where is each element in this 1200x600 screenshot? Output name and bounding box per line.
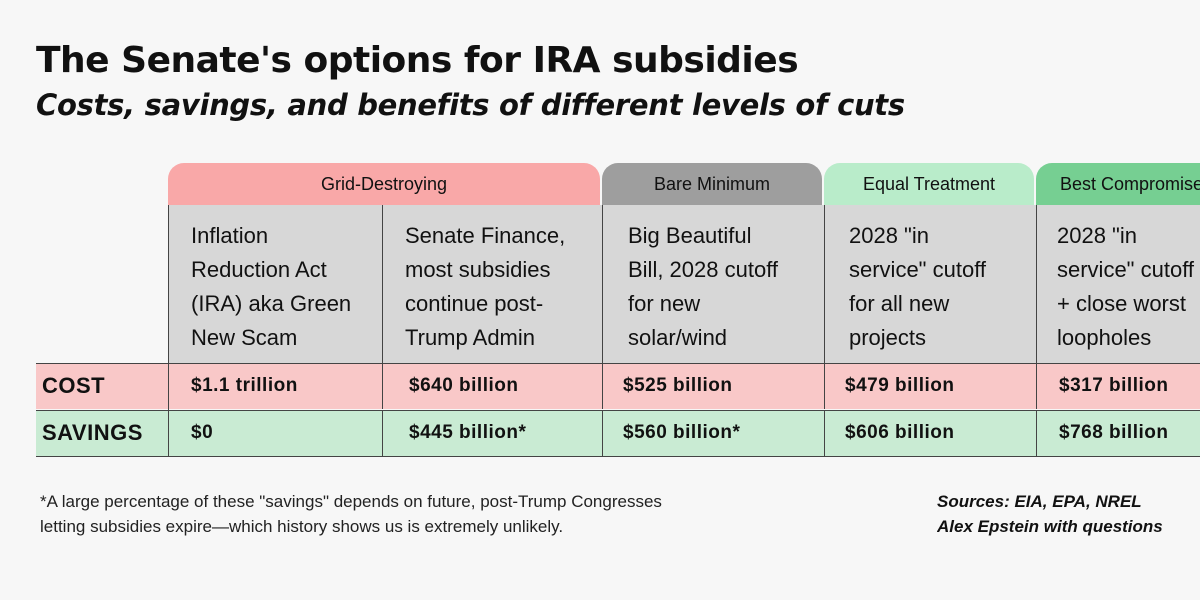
- cost-cell-ira: $1.1 trillion: [168, 363, 382, 409]
- group-equal-treatment: Equal Treatment: [824, 163, 1034, 205]
- savings-value: $560 billion*: [623, 422, 741, 443]
- header-line: Trump Admin: [405, 325, 536, 350]
- table-rule-middle: [36, 410, 1200, 411]
- savings-cell-senate-finance: $445 billion*: [382, 410, 602, 456]
- cost-cell-big-beautiful-bill: $525 billion: [602, 363, 824, 409]
- column-header-close-loopholes: 2028 "in service" cutoff + close worst l…: [1036, 205, 1200, 363]
- header-line: for all new: [849, 291, 950, 316]
- cost-cell-2028-in-service: $479 billion: [824, 363, 1036, 409]
- header-line: 2028 "in: [1057, 223, 1137, 248]
- savings-row-label: SAVINGS: [36, 410, 168, 456]
- header-line: Big Beautiful: [628, 223, 752, 248]
- group-label: Grid-Destroying: [320, 173, 448, 194]
- cost-cell-senate-finance: $640 billion: [382, 363, 602, 409]
- page-title: The Senate's options for IRA subsidies: [36, 40, 799, 81]
- table-rule-top: [36, 363, 1200, 364]
- group-grid-destroying: Grid-Destroying: [168, 163, 600, 205]
- header-line: Bill, 2028 cutoff: [628, 257, 779, 282]
- savings-cell-close-loopholes: $768 billion: [1036, 410, 1200, 456]
- sources: Sources: EIA, EPA, NREL Alex Epstein wit…: [937, 489, 1200, 539]
- sources-line: Alex Epstein with questions: [937, 517, 1163, 536]
- group-best-compromise: Best Compromise: [1036, 163, 1200, 205]
- footnote: *A large percentage of these "savings" d…: [40, 489, 662, 539]
- group-label: Equal Treatment: [862, 173, 996, 194]
- column-header-senate-finance: Senate Finance, most subsidies continue …: [382, 205, 602, 363]
- cost-value: $479 billion: [845, 375, 955, 396]
- header-line: (IRA) aka Green: [191, 291, 352, 316]
- cost-value: $1.1 trillion: [191, 375, 298, 396]
- savings-value: $0: [191, 422, 214, 443]
- column-header-2028-in-service: 2028 "in service" cutoff for all new pro…: [824, 205, 1036, 363]
- cost-row-label: COST: [36, 363, 168, 409]
- header-line: projects: [849, 325, 927, 350]
- cost-value: $640 billion: [409, 375, 519, 396]
- column-header-ira: Inflation Reduction Act (IRA) aka Green …: [168, 205, 382, 363]
- header-line: 2028 "in: [849, 223, 929, 248]
- table-rule-bottom: [36, 456, 1200, 457]
- group-label: Best Compromise: [1060, 173, 1200, 194]
- group-label: Bare Minimum: [653, 173, 771, 194]
- header-line: Inflation: [191, 223, 269, 248]
- table-rule-left: [168, 205, 169, 457]
- header-line: solar/wind: [628, 325, 728, 350]
- header-line: service" cutoff: [849, 257, 987, 282]
- header-line: continue post-: [405, 291, 544, 316]
- header-line: most subsidies: [405, 257, 551, 282]
- sources-line: Sources: EIA, EPA, NREL: [937, 492, 1142, 511]
- cost-cell-close-loopholes: $317 billion: [1036, 363, 1200, 409]
- savings-value: $606 billion: [845, 422, 955, 443]
- header-line: + close worst: [1057, 291, 1186, 316]
- savings-cell-big-beautiful-bill: $560 billion*: [602, 410, 824, 456]
- savings-value: $768 billion: [1059, 422, 1169, 443]
- header-line: service" cutoff: [1057, 257, 1195, 282]
- header-line: Senate Finance,: [405, 223, 566, 248]
- savings-cell-2028-in-service: $606 billion: [824, 410, 1036, 456]
- header-line: New Scam: [191, 325, 298, 350]
- header-line: Reduction Act: [191, 257, 327, 282]
- cost-value: $317 billion: [1059, 375, 1169, 396]
- footnote-line: *A large percentage of these "savings" d…: [40, 492, 662, 511]
- page-subtitle: Costs, savings, and benefits of differen…: [36, 88, 905, 122]
- cost-value: $525 billion: [623, 375, 733, 396]
- footnote-line: letting subsidies expire—which history s…: [40, 517, 564, 536]
- header-line: loopholes: [1057, 325, 1152, 350]
- group-bare-minimum: Bare Minimum: [602, 163, 822, 205]
- column-header-big-beautiful-bill: Big Beautiful Bill, 2028 cutoff for new …: [602, 205, 824, 363]
- savings-cell-ira: $0: [168, 410, 382, 456]
- header-line: for new: [628, 291, 701, 316]
- savings-value: $445 billion*: [409, 422, 527, 443]
